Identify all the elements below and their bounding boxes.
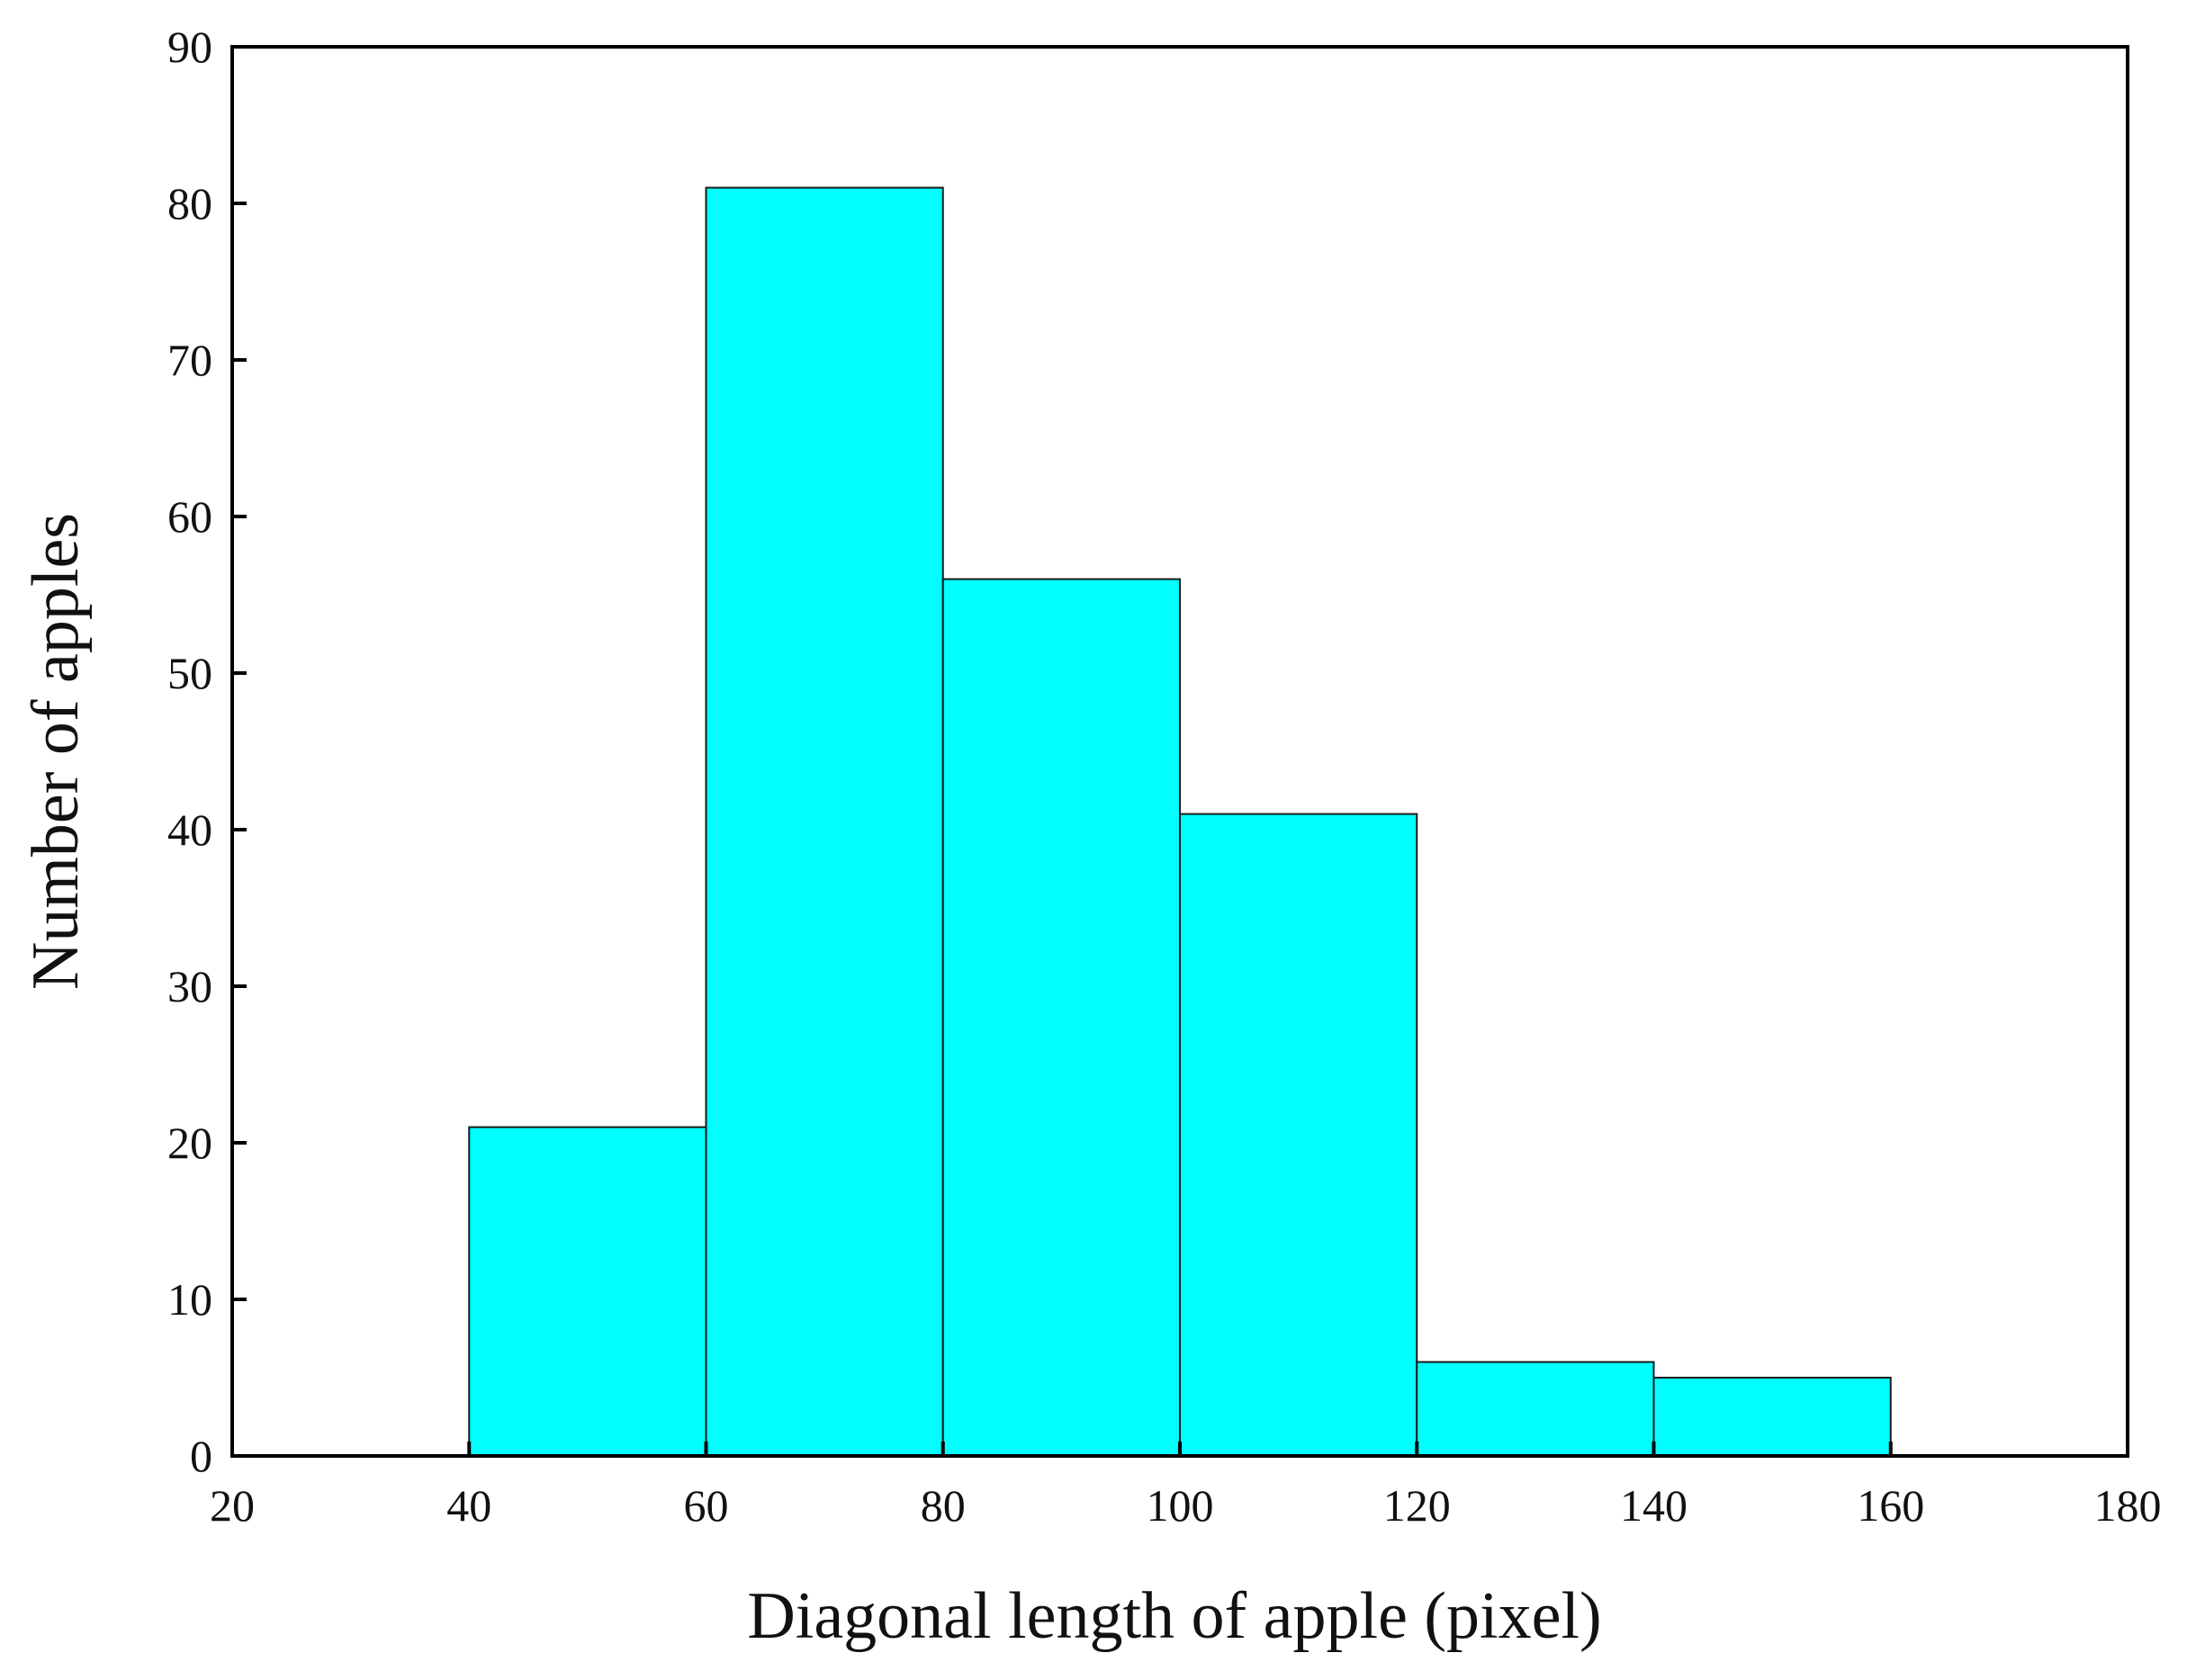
- y-tick-label-50: 50: [167, 648, 212, 698]
- y-tick-label-40: 40: [167, 804, 212, 855]
- y-tick-label-20: 20: [167, 1118, 212, 1168]
- histogram-bar-100-120: [1179, 813, 1418, 1457]
- bars-layer: [468, 186, 1892, 1458]
- y-tick-label-0: 0: [190, 1431, 212, 1481]
- x-tick-label-20: 20: [210, 1480, 255, 1531]
- x-tick-label-160: 160: [1857, 1480, 1924, 1531]
- y-tick-label-10: 10: [167, 1274, 212, 1325]
- histogram-bar-60-80: [705, 186, 944, 1458]
- x-tick-label-140: 140: [1620, 1480, 1688, 1531]
- histogram-bar-140-160: [1652, 1377, 1892, 1457]
- x-tick-label-180: 180: [2094, 1480, 2162, 1531]
- x-tick-label-80: 80: [921, 1480, 966, 1531]
- histogram-bar-80-100: [941, 578, 1181, 1457]
- x-tick-label-60: 60: [684, 1480, 729, 1531]
- tick-labels-layer: 20 40 60 80 100 120 140 160 180 0 10 20 30 40 50 60 70 80…: [167, 22, 2162, 1531]
- y-axis-title: Number of apples: [19, 513, 93, 990]
- x-tick-label-40: 40: [446, 1480, 491, 1531]
- y-tick-label-30: 30: [167, 961, 212, 1011]
- y-tick-label-60: 60: [167, 491, 212, 542]
- y-tick-label-70: 70: [167, 335, 212, 385]
- x-tick-label-100: 100: [1147, 1480, 1214, 1531]
- ticks-layer: [230, 45, 2129, 1458]
- x-axis-title: Diagonal length of apple (pixel): [747, 1579, 1601, 1653]
- x-tick-label-120: 120: [1383, 1480, 1451, 1531]
- y-tick-label-90: 90: [167, 22, 212, 72]
- histogram-bar-40-60: [468, 1126, 707, 1457]
- histogram-bar-120-140: [1416, 1361, 1655, 1457]
- y-tick-label-80: 80: [167, 178, 212, 229]
